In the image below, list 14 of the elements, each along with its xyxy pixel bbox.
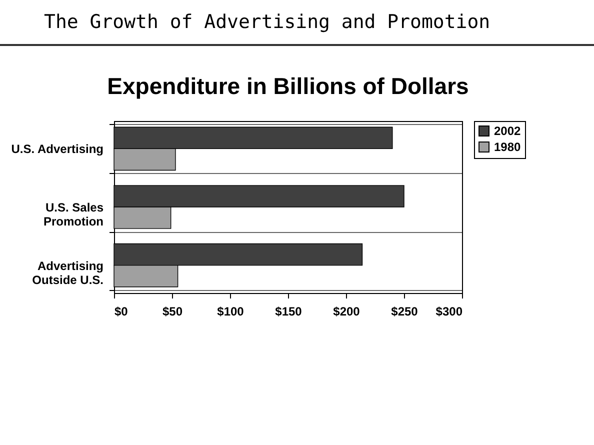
x-tick-label: $50: [162, 304, 183, 318]
x-tick-label: $300: [436, 304, 463, 318]
y-tick-label: U.S. Advertising: [11, 142, 104, 156]
x-tick-label: $250: [391, 304, 418, 318]
x-tick-label: $0: [114, 304, 128, 318]
x-tick-label: $150: [275, 304, 302, 318]
chart-title: The Growth of Advertising and Promotion: [0, 0, 594, 46]
x-tick-label: $100: [217, 304, 244, 318]
legend-label: 1980: [494, 140, 522, 154]
y-tick-label: U.S. Sales Promotion: [44, 200, 104, 228]
chart-subtitle: Expenditure in Billions of Dollars: [107, 73, 469, 99]
legend-label: 2002: [494, 124, 522, 138]
x-tick-label: $200: [333, 304, 360, 318]
y-tick-label: Advertising Outside U.S.: [32, 258, 104, 287]
